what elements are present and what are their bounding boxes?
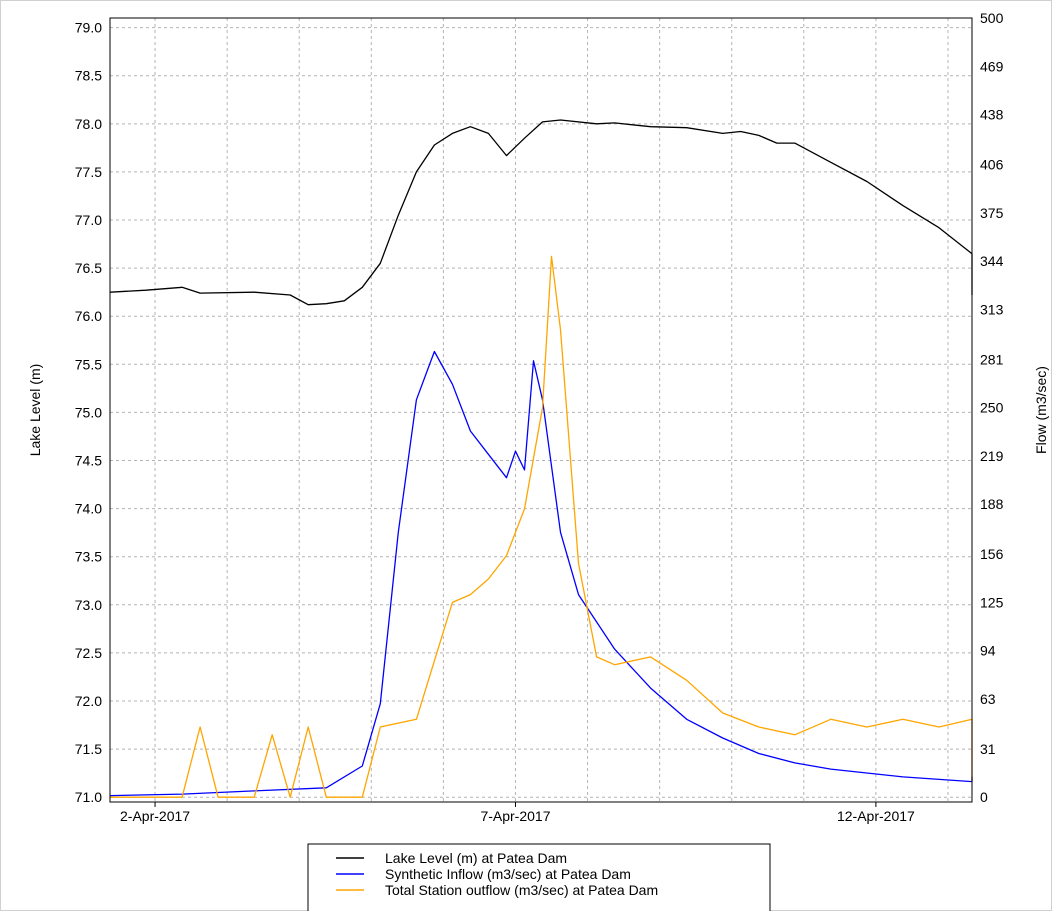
y-right-tick-label: 344 [980,253,1004,269]
y-left-tick-label: 71.5 [75,741,102,757]
y-left-tick-label: 73.0 [75,597,102,613]
plot-area-frame [109,17,973,803]
y-right-tick-label: 500 [980,10,1004,26]
y-left-axis-title: Lake Level (m) [27,364,43,457]
y-right-tick-label: 281 [980,351,1004,367]
y-left-tick-labels: 71.0 71.5 72.0 72.5 73.0 73.5 74.0 74.5 75.0 75.5… [75,20,102,806]
y-left-tick-label: 78.5 [75,68,102,84]
legend-box [307,843,771,916]
y-right-tick-label: 156 [980,546,1004,562]
y-right-tick-labels: 0 31 63 94 125 156 188 219 250 281 313 344 375 406 438… [980,10,1004,805]
y-left-tick-label: 76.5 [75,260,102,276]
y-right-tick-label: 375 [980,205,1004,221]
grid [110,18,972,802]
y-right-tick-label: 219 [980,448,1004,464]
y-right-tick-label: 188 [980,496,1004,512]
y-right-tick-label: 438 [980,107,1004,123]
y-right-tick-label: 94 [980,643,996,659]
y-left-tick-label: 75.5 [75,356,102,372]
y-right-tick-label: 469 [980,58,1004,74]
series-lines [109,119,973,798]
y-right-tick-label: 125 [980,594,1004,610]
legend-label-1: Lake Level (m) at Patea Dam [385,850,567,866]
series-line-3 [110,255,973,798]
y-right-tick-label: 250 [980,400,1004,416]
x-tick-label: 12-Apr-2017 [837,808,915,824]
y-left-tick-label: 74.5 [75,453,102,469]
y-left-tick-label: 77.5 [75,164,102,180]
y-right-tick-label: 63 [980,691,996,707]
y-left-tick-label: 77.0 [75,212,102,228]
y-left-tick-label: 72.5 [75,645,102,661]
y-left-tick-label: 71.0 [75,789,102,805]
y-left-tick-label: 76.0 [75,308,102,324]
y-right-tick-label: 313 [980,301,1004,317]
x-tick-label: 7-Apr-2017 [480,808,550,824]
y-left-tick-label: 75.0 [75,404,102,420]
legend-label-2: Synthetic Inflow (m3/sec) at Patea Dam [385,866,631,882]
series-line-1 [109,119,973,306]
x-tick-labels: 2-Apr-2017 7-Apr-2017 12-Apr-2017 [120,802,915,824]
y-left-tick-label: 72.0 [75,693,102,709]
legend-label-3: Total Station outflow (m3/sec) at Patea … [385,882,658,898]
y-left-tick-label: 78.0 [75,116,102,132]
y-right-axis-title: Flow (m3/sec) [1033,366,1049,454]
y-left-tick-label: 74.0 [75,501,102,517]
y-left-tick-label: 73.5 [75,549,102,565]
x-tick-label: 2-Apr-2017 [120,808,190,824]
y-left-tick-label: 79.0 [75,20,102,36]
y-right-tick-label: 406 [980,156,1004,172]
y-right-tick-label: 31 [980,741,996,757]
y-right-tick-label: 0 [980,789,988,805]
series-line-2 [109,350,973,797]
